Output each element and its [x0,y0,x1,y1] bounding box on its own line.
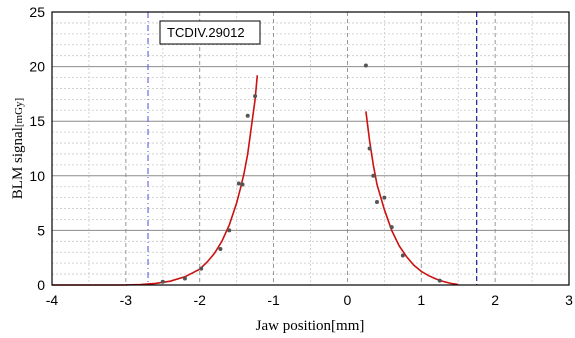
y-tick-label: 10 [29,168,45,184]
plot-frame [51,11,570,286]
data-point [182,276,187,281]
fit-curve [51,75,259,286]
data-point [160,279,165,284]
y-tick-label: 0 [37,277,45,293]
y-axis-title: BLM signal[mGy] [10,98,26,199]
major-gridlines [52,12,569,285]
data-point [371,173,376,178]
data-point [389,225,394,230]
minor-gridlines [52,12,569,285]
data-point [199,266,204,271]
fit-curves [51,75,459,286]
x-axis-label: Jaw position [256,318,332,334]
x-tick-label: -1 [267,292,280,308]
data-point [374,200,379,205]
data-points [160,63,442,284]
annotation-frame [159,20,261,45]
annotation-box: TCDIV.29012 [159,20,261,45]
y-tick-labels: 0 5 10 15 20 25 [29,4,45,293]
annotation-label: TCDIV.29012 [167,25,245,40]
data-point [218,246,223,251]
data-point [400,253,405,258]
data-point [253,94,258,99]
x-tick-label: -3 [120,292,133,308]
data-point [245,113,250,118]
x-tick-label: -2 [193,292,206,308]
x-axis-title: Jaw position[mm] [256,318,365,334]
x-tick-labels: -4 -3 -2 -1 0 1 2 3 [46,292,573,308]
y-tick-label: 25 [29,4,45,20]
x-tick-label: 2 [491,292,499,308]
jaw-limit-lines [147,12,478,285]
y-tick-label: 15 [29,113,45,129]
data-point [367,146,372,151]
x-tick-label: 1 [417,292,425,308]
y-axis-unit: [mGy] [13,98,25,127]
data-point [236,181,241,186]
x-tick-label: 0 [344,292,352,308]
x-axis-unit: [mm] [331,318,364,334]
data-point [382,195,387,200]
y-axis-label: BLM signal [10,127,26,199]
data-point [227,228,232,233]
x-tick-label: -4 [46,292,59,308]
y-tick-label: 20 [29,59,45,75]
data-point [363,63,368,68]
data-point [437,278,442,283]
x-tick-label: 3 [565,292,573,308]
data-point [240,182,245,187]
y-tick-label: 5 [37,222,45,238]
